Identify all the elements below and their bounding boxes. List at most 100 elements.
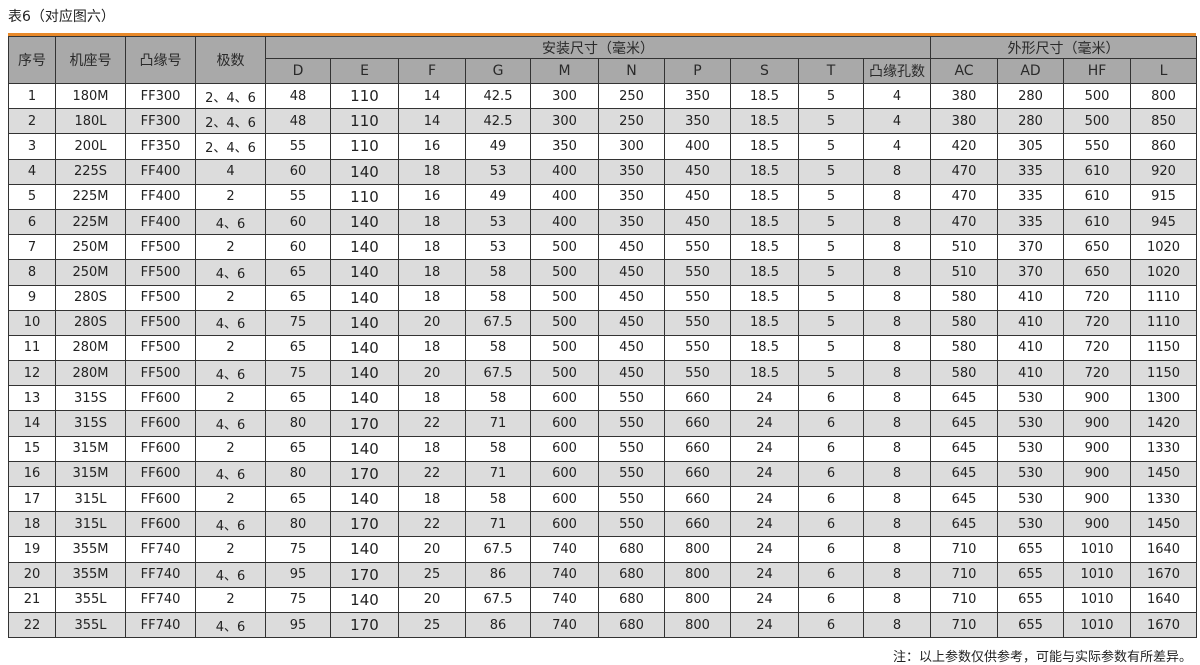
table-cell: 680 <box>598 611 665 639</box>
header-flange: 凸缘号 <box>125 36 196 84</box>
table-cell: 300 <box>530 82 599 110</box>
table-cell: 65 <box>265 259 331 286</box>
table-cell: 500 <box>530 334 599 362</box>
table-cell: 680 <box>598 586 665 613</box>
table-cell: 4、6 <box>195 460 266 488</box>
table-cell: 8 <box>862 485 932 513</box>
table-cell: 1010 <box>1063 536 1132 563</box>
table-cell: 380 <box>930 82 999 110</box>
table-cell: 355M <box>55 536 126 563</box>
table-cell: 80 <box>265 410 331 437</box>
table-cell: 170 <box>330 460 399 488</box>
table-cell: 8 <box>862 561 932 588</box>
table-cell: 450 <box>664 183 731 210</box>
table-cell: 2 <box>195 586 266 613</box>
table-cell: 4 <box>862 133 932 160</box>
table-cell: 1670 <box>1130 561 1198 588</box>
table-cell: 180M <box>55 82 126 110</box>
table-cell: 550 <box>598 385 665 412</box>
table-cell: 355L <box>55 586 126 613</box>
table-cell: 530 <box>997 410 1065 437</box>
table-cell: 500 <box>530 234 599 261</box>
table-cell: FF600 <box>125 511 196 538</box>
table-cell: 110 <box>330 82 399 110</box>
table-cell: 18 <box>8 511 56 538</box>
table-cell: 500 <box>1063 82 1132 110</box>
table-row: 19 355M FF740 2 75 140 20 67.5 740 680 800 24 6 8 710 6… <box>8 536 1198 563</box>
table-cell: 24 <box>730 410 799 437</box>
table-cell: 335 <box>997 158 1065 185</box>
table-cell: 18 <box>398 208 466 236</box>
table-cell: 140 <box>330 158 399 185</box>
table-cell: 710 <box>930 561 999 588</box>
table-cell: 660 <box>664 435 731 462</box>
table-cell: 48 <box>265 108 331 135</box>
table-cell: 945 <box>1130 208 1198 236</box>
table-cell: 610 <box>1063 183 1132 210</box>
table-cell: 580 <box>930 334 999 362</box>
header-install-group: 安装尺寸（毫米） <box>264 36 932 59</box>
header-outline-col: L <box>1130 58 1198 84</box>
table-cell: 350 <box>598 158 665 185</box>
table-cell: 2 <box>195 334 266 362</box>
table-cell: 6 <box>798 485 864 513</box>
accent-bar <box>8 33 1196 36</box>
table-row: 4 225S FF400 4 60 140 18 53 400 350 450 18.5 5 8 470 33… <box>8 158 1198 185</box>
table-cell: 740 <box>530 561 599 588</box>
table-cell: 8 <box>862 284 932 311</box>
header-install-col: S <box>730 58 799 84</box>
table-cell: 645 <box>930 485 999 513</box>
table-cell: 5 <box>798 309 864 336</box>
table-cell: FF600 <box>125 435 196 462</box>
table-cell: 24 <box>730 385 799 412</box>
table-cell: 1110 <box>1130 284 1198 311</box>
table-cell: 315S <box>55 410 126 437</box>
table-cell: 65 <box>265 435 331 462</box>
table-cell: 140 <box>330 485 399 513</box>
table-cell: 655 <box>997 561 1065 588</box>
table-cell: 8 <box>862 460 932 488</box>
table-cell: 2、4、6 <box>195 108 266 135</box>
table-cell: 550 <box>598 511 665 538</box>
table-cell: 1330 <box>1130 435 1198 462</box>
table-cell: 140 <box>330 586 399 613</box>
table-cell: 1020 <box>1130 259 1198 286</box>
table-cell: 510 <box>930 259 999 286</box>
table-cell: 3 <box>8 133 56 160</box>
table-cell: 350 <box>664 82 731 110</box>
table-cell: 550 <box>598 410 665 437</box>
table-cell: 740 <box>530 586 599 613</box>
table-cell: 720 <box>1063 309 1132 336</box>
table-cell: 655 <box>997 536 1065 563</box>
table-cell: 1020 <box>1130 234 1198 261</box>
table-cell: 1300 <box>1130 385 1198 412</box>
footnote: 注：以上参数仅供参考，可能与实际参数有所差异。 <box>892 650 1192 665</box>
table-cell: 5 <box>798 108 864 135</box>
table-cell: 2 <box>195 385 266 412</box>
table-cell: 49 <box>465 183 531 210</box>
table-cell: 860 <box>1130 133 1198 160</box>
table-cell: 335 <box>997 208 1065 236</box>
table-cell: 42.5 <box>465 82 531 110</box>
table-row: 8 250M FF500 4、6 65 140 18 58 500 450 550 18.5 5 8 510… <box>8 259 1198 286</box>
table-cell: 140 <box>330 536 399 563</box>
table-cell: 4、6 <box>195 360 266 387</box>
table-cell: 110 <box>330 133 399 160</box>
table-cell: 600 <box>530 385 599 412</box>
table-cell: 680 <box>598 536 665 563</box>
table-cell: 24 <box>730 460 799 488</box>
table-cell: 530 <box>997 435 1065 462</box>
table-cell: 18.5 <box>730 259 799 286</box>
table-cell: 1010 <box>1063 561 1132 588</box>
table-cell: 4 <box>195 158 266 185</box>
table-cell: 2 <box>195 536 266 563</box>
table-cell: 250M <box>55 234 126 261</box>
table-cell: 86 <box>465 561 531 588</box>
table-row: 6 225M FF400 4、6 60 140 18 53 400 350 450 18.5 5 8 470… <box>8 208 1198 236</box>
table-cell: 20 <box>398 360 466 387</box>
header-install-col: P <box>664 58 731 84</box>
table-cell: 67.5 <box>465 586 531 613</box>
table-row: 7 250M FF500 2 60 140 18 53 500 450 550 18.5 5 8 510 37… <box>8 234 1198 261</box>
table-cell: 550 <box>664 334 731 362</box>
table-cell: 22 <box>8 611 56 639</box>
